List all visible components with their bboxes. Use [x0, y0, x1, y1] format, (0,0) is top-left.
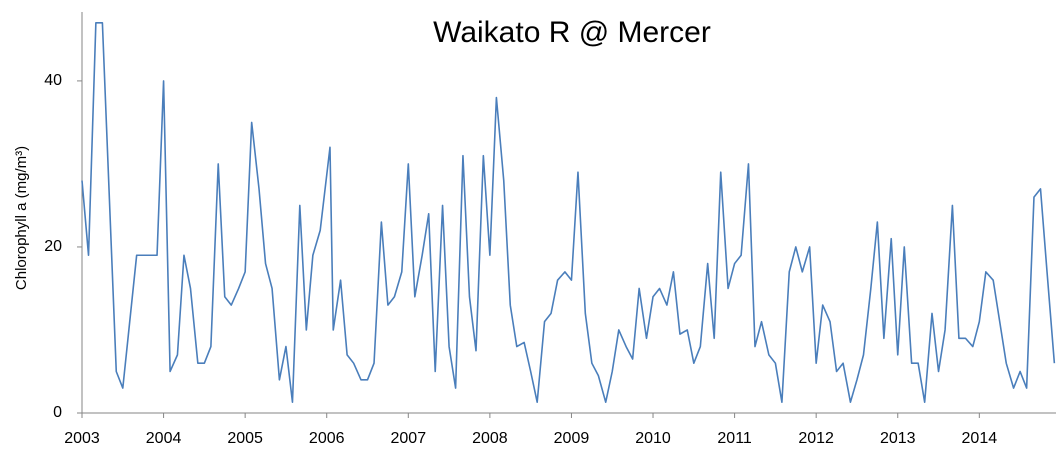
chart-title: Waikato R @ Mercer	[433, 16, 711, 49]
data-line	[81, 21, 1056, 404]
x-tick-label: 2003	[64, 430, 100, 447]
x-tick-label: 2008	[472, 430, 508, 447]
x-tick-label: 2007	[391, 430, 427, 447]
x-tick-label: 2013	[880, 430, 916, 447]
x-tick-label: 2004	[146, 430, 182, 447]
y-tick-label: 20	[44, 238, 62, 255]
y-axis-label: Chlorophyll a (mg/m³)	[13, 146, 30, 290]
x-tick-label: 2005	[227, 430, 263, 447]
x-tick-label: 2011	[717, 430, 752, 447]
y-tick-label: 40	[44, 72, 62, 89]
x-tick-label: 2006	[309, 430, 345, 447]
x-tick-label: 2009	[554, 430, 590, 447]
x-tick-label: 2012	[798, 430, 834, 447]
x-tick-label: 2010	[635, 430, 671, 447]
y-tick-label: 0	[53, 404, 62, 421]
x-tick-label: 2014	[962, 430, 998, 447]
